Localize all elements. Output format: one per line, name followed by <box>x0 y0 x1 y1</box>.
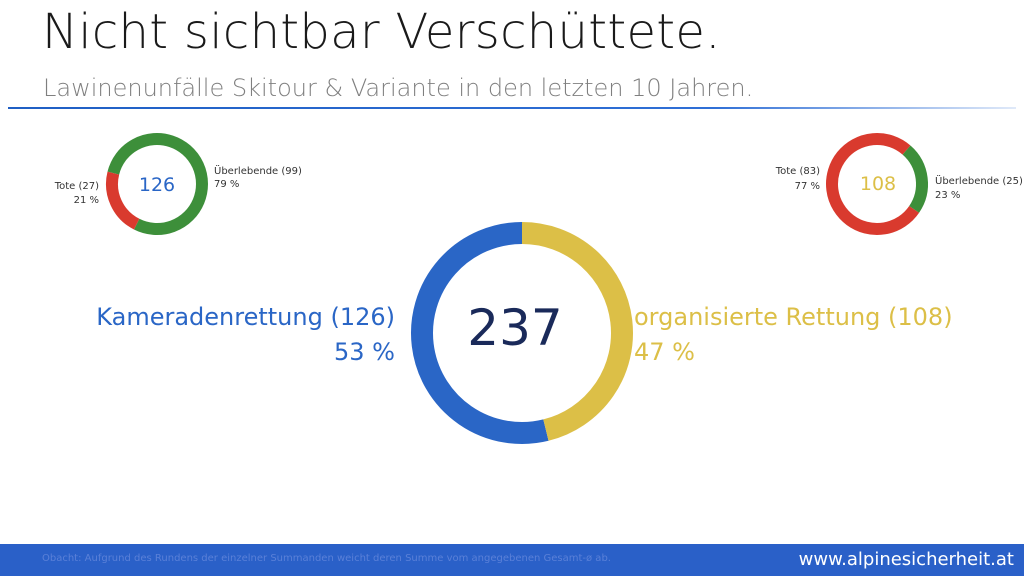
page-title: Nicht sichtbar Verschüttete. <box>42 4 721 60</box>
left-donut-center-value: 126 <box>139 174 175 196</box>
main-slice-label-organisierte-rettung: organisierte Rettung (108) <box>634 303 953 331</box>
left-donut-slice-1 <box>107 133 208 235</box>
main-slice-percent-organisierte-rettung: 47 % <box>634 338 695 366</box>
right-donut-chart <box>826 133 928 235</box>
page-subtitle: Lawinenunfälle Skitour & Variante in den… <box>43 74 754 102</box>
right-donut-slice-1 <box>826 133 920 235</box>
main-donut-slice-2 <box>521 222 633 441</box>
right-slice-percent-ueberlebende: 23 % <box>935 190 960 201</box>
header-divider <box>8 107 1016 109</box>
footer-note: Obacht: Aufgrund des Rundens der einzeln… <box>42 553 611 564</box>
left-donut-slice-2 <box>106 171 140 230</box>
left-slice-label-ueberlebende: Überlebende (99) <box>214 164 302 177</box>
main-donut-slice-1 <box>411 222 549 444</box>
left-slice-percent-ueberlebende: 79 % <box>214 179 239 190</box>
right-slice-label-ueberlebende: Überlebende (25) <box>935 174 1023 187</box>
footer-bar: Obacht: Aufgrund des Rundens der einzeln… <box>0 544 1024 576</box>
right-donut-slice-2 <box>902 145 928 213</box>
left-donut-chart <box>106 133 208 235</box>
right-slice-label-tote: Tote (83) <box>775 166 820 177</box>
right-donut-center-value: 108 <box>860 173 896 195</box>
left-slice-percent-tote: 21 % <box>74 195 99 206</box>
main-donut-chart <box>411 222 633 444</box>
main-slice-percent-kameradenrettung: 53 % <box>334 338 395 366</box>
website-link[interactable]: www.alpinesicherheit.at <box>798 549 1014 570</box>
left-slice-label-tote: Tote (27) <box>54 181 99 192</box>
right-slice-percent-tote: 77 % <box>795 181 820 192</box>
main-slice-label-kameradenrettung: Kameradenrettung (126) <box>96 303 395 331</box>
main-donut-center-value: 237 <box>467 299 562 357</box>
